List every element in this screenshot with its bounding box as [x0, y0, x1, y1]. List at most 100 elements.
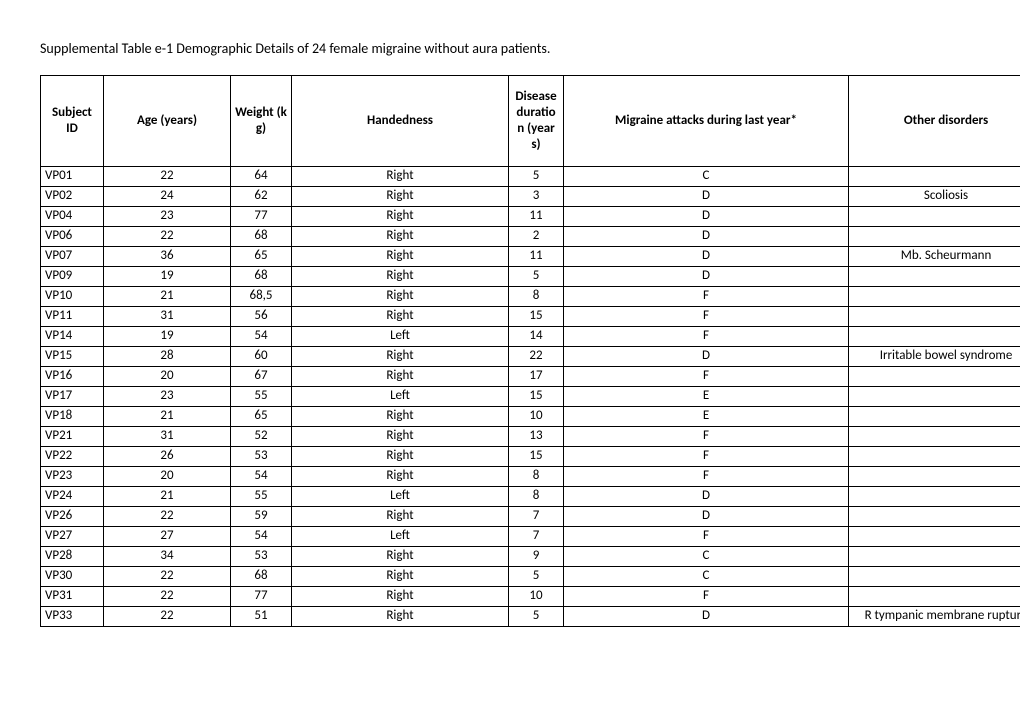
cell-id: VP33 [41, 607, 104, 627]
cell-other: R tympanic membrane rupture [849, 607, 1020, 627]
cell-dur: 10 [509, 587, 564, 607]
cell-other [849, 367, 1020, 387]
cell-hand: Right [292, 227, 509, 247]
cell-id: VP07 [41, 247, 104, 267]
cell-dur: 15 [509, 307, 564, 327]
cell-attacks: F [564, 427, 849, 447]
cell-other [849, 327, 1020, 347]
cell-attacks: F [564, 467, 849, 487]
column-header: Subject ID [41, 76, 104, 167]
table-row: VP262259Right7D [41, 507, 1020, 527]
table-row: VP332251Right5DR tympanic membrane ruptu… [41, 607, 1020, 627]
cell-weight: 68,5 [231, 287, 292, 307]
cell-id: VP28 [41, 547, 104, 567]
cell-dur: 15 [509, 447, 564, 467]
cell-weight: 67 [231, 367, 292, 387]
cell-hand: Right [292, 207, 509, 227]
column-header-label: Disease duration (years) [515, 89, 556, 153]
table-row: VP022462Right3DScoliosis [41, 187, 1020, 207]
cell-id: VP31 [41, 587, 104, 607]
cell-id: VP16 [41, 367, 104, 387]
cell-other [849, 407, 1020, 427]
table-row: VP222653Right15F [41, 447, 1020, 467]
table-row: VP312277Right10F [41, 587, 1020, 607]
cell-weight: 68 [231, 227, 292, 247]
cell-age: 21 [104, 287, 231, 307]
table-row: VP172355Left15E [41, 387, 1020, 407]
cell-dur: 15 [509, 387, 564, 407]
cell-weight: 51 [231, 607, 292, 627]
cell-other [849, 227, 1020, 247]
cell-weight: 68 [231, 567, 292, 587]
cell-age: 20 [104, 367, 231, 387]
table-row: VP213152Right13F [41, 427, 1020, 447]
column-header: Weight (kg) [231, 76, 292, 167]
cell-other: Irritable bowel syndrome [849, 347, 1020, 367]
cell-other [849, 427, 1020, 447]
cell-other [849, 307, 1020, 327]
cell-age: 22 [104, 587, 231, 607]
demographics-table: Subject IDAge (years)Weight (kg)Handedne… [40, 75, 1020, 627]
cell-weight: 56 [231, 307, 292, 327]
cell-attacks: D [564, 207, 849, 227]
column-header: Handedness [292, 76, 509, 167]
cell-dur: 3 [509, 187, 564, 207]
table-row: VP182165Right10E [41, 407, 1020, 427]
cell-id: VP22 [41, 447, 104, 467]
cell-hand: Right [292, 427, 509, 447]
cell-age: 27 [104, 527, 231, 547]
column-header-label: Weight (kg) [235, 105, 287, 136]
table-row: VP272754Left7F [41, 527, 1020, 547]
cell-weight: 52 [231, 427, 292, 447]
cell-hand: Right [292, 307, 509, 327]
cell-id: VP06 [41, 227, 104, 247]
table-row: VP141954Left14F [41, 327, 1020, 347]
cell-weight: 68 [231, 267, 292, 287]
cell-attacks: C [564, 567, 849, 587]
cell-age: 21 [104, 487, 231, 507]
cell-attacks: F [564, 587, 849, 607]
cell-hand: Left [292, 387, 509, 407]
column-header-label: Subject ID [52, 105, 92, 136]
cell-attacks: D [564, 247, 849, 267]
cell-age: 31 [104, 427, 231, 447]
cell-other [849, 587, 1020, 607]
cell-hand: Right [292, 187, 509, 207]
cell-attacks: D [564, 347, 849, 367]
cell-id: VP14 [41, 327, 104, 347]
cell-attacks: F [564, 527, 849, 547]
cell-other [849, 527, 1020, 547]
cell-id: VP01 [41, 167, 104, 187]
cell-age: 22 [104, 167, 231, 187]
cell-weight: 77 [231, 587, 292, 607]
cell-other [849, 447, 1020, 467]
cell-hand: Left [292, 527, 509, 547]
cell-weight: 62 [231, 187, 292, 207]
cell-id: VP11 [41, 307, 104, 327]
column-header-label: Migraine attacks during last year* [615, 113, 797, 128]
cell-hand: Right [292, 367, 509, 387]
table-row: VP242155Left8D [41, 487, 1020, 507]
cell-age: 31 [104, 307, 231, 327]
cell-id: VP10 [41, 287, 104, 307]
cell-age: 26 [104, 447, 231, 467]
column-header: Disease duration (years) [509, 76, 564, 167]
cell-weight: 53 [231, 547, 292, 567]
cell-weight: 59 [231, 507, 292, 527]
cell-attacks: D [564, 227, 849, 247]
cell-attacks: F [564, 287, 849, 307]
cell-dur: 5 [509, 167, 564, 187]
cell-id: VP30 [41, 567, 104, 587]
cell-hand: Right [292, 607, 509, 627]
cell-id: VP18 [41, 407, 104, 427]
cell-age: 23 [104, 387, 231, 407]
cell-dur: 7 [509, 527, 564, 547]
cell-other [849, 207, 1020, 227]
cell-other: Scoliosis [849, 187, 1020, 207]
cell-attacks: C [564, 547, 849, 567]
cell-weight: 77 [231, 207, 292, 227]
cell-dur: 5 [509, 607, 564, 627]
table-row: VP162067Right17F [41, 367, 1020, 387]
cell-other [849, 467, 1020, 487]
table-row: VP042377Right11D [41, 207, 1020, 227]
